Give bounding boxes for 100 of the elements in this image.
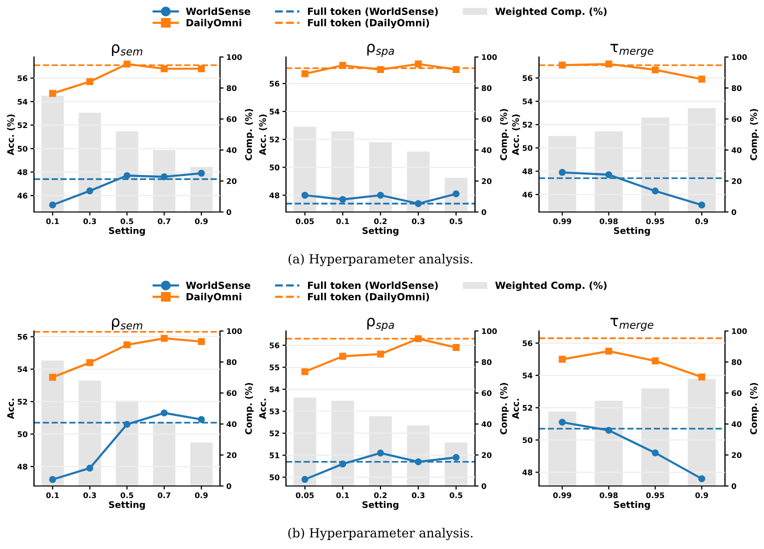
chart-title: ρ$_{sem}$ (112, 318, 142, 330)
y-axis-title: Acc. (259, 398, 266, 420)
legend-label: Full token (DailyOmni) (308, 292, 430, 302)
chart-title: ρ$_{spa}$ (367, 318, 394, 331)
bar (78, 112, 101, 212)
y2-axis-title: Comp. (%) (750, 382, 759, 434)
legend-label: WorldSense (186, 281, 250, 289)
point (652, 449, 659, 456)
point (198, 416, 205, 423)
legend-label: Full token (WorldSense) (308, 7, 438, 16)
point (558, 356, 566, 363)
y2-axis-title: Comp. (%) (244, 382, 254, 434)
point (558, 62, 566, 69)
chart-title: τ$_{merge}$ (610, 44, 654, 57)
point (49, 201, 56, 208)
point (160, 334, 168, 342)
point (49, 374, 56, 381)
point (198, 65, 205, 72)
point (198, 170, 205, 177)
bar (294, 126, 316, 212)
point (452, 344, 460, 351)
bar (331, 400, 354, 486)
bar (548, 136, 576, 212)
bar (116, 400, 138, 486)
bar (116, 131, 138, 212)
point (49, 90, 56, 97)
bar (594, 131, 623, 212)
point (339, 352, 346, 360)
point (605, 60, 612, 68)
y-axis-title: Acc. (%) (512, 114, 520, 156)
point (377, 450, 384, 456)
bar (688, 379, 716, 486)
y-axis-title: Acc. (%) (259, 114, 268, 156)
bar (190, 167, 213, 212)
point (698, 202, 706, 208)
point (414, 458, 422, 466)
point (301, 192, 308, 199)
point (558, 418, 566, 426)
bar (153, 422, 176, 486)
point (339, 62, 346, 69)
bar (688, 108, 716, 212)
bar (41, 360, 64, 486)
bar (153, 150, 176, 212)
legend-label: Full token (DailyOmni) (308, 18, 430, 28)
y-axis-title: Acc. (7, 398, 14, 420)
point (124, 341, 130, 348)
x-axis-title: Setting (362, 501, 398, 510)
point (452, 454, 460, 461)
point (605, 426, 612, 434)
y2-axis-title: Comp. (%) (750, 108, 759, 160)
legend-label: DailyOmni (186, 18, 242, 28)
point (558, 168, 566, 176)
bar (41, 96, 64, 212)
bar (190, 442, 213, 486)
point (605, 348, 612, 355)
point (698, 475, 706, 482)
point (160, 173, 168, 180)
point (86, 187, 94, 194)
text: (b) Hyperparameter analysis. (288, 528, 473, 540)
point (86, 464, 94, 472)
point (414, 60, 422, 68)
y-axis-title: Acc. (512, 398, 519, 420)
x-axis-title: Setting (362, 227, 398, 236)
point (652, 188, 659, 194)
point (698, 374, 706, 380)
point (698, 76, 706, 83)
point (86, 359, 94, 366)
point (49, 476, 56, 483)
legend-label: DailyOmni (186, 292, 242, 302)
x-axis-title: Setting (109, 501, 145, 510)
chart-title: τ$_{merge}$ (610, 318, 654, 331)
y2-axis-title: Comp. (%) (244, 108, 254, 160)
text: (a) Hyperparameter analysis. (288, 254, 472, 266)
bar (369, 142, 392, 212)
point (377, 350, 384, 358)
point (414, 335, 422, 342)
point (652, 66, 659, 74)
point (377, 192, 384, 199)
point (124, 420, 130, 428)
point (452, 190, 460, 198)
legend-label: WorldSense (186, 7, 250, 15)
point (414, 200, 422, 208)
bar (641, 117, 670, 212)
bar (78, 380, 101, 486)
y-axis-title: Acc. (%) (7, 114, 16, 156)
point (124, 172, 130, 180)
x-axis-title: Setting (614, 501, 650, 510)
bar (406, 152, 430, 212)
chart-title: ρ$_{spa}$ (367, 44, 394, 57)
point (605, 171, 612, 178)
x-axis-title: Setting (109, 227, 145, 236)
point (339, 460, 346, 468)
point (652, 357, 659, 364)
point (198, 338, 205, 346)
point (301, 476, 308, 483)
bar (641, 388, 670, 486)
point (124, 60, 130, 68)
bar (331, 131, 354, 212)
point (452, 66, 460, 74)
bar (594, 400, 623, 486)
